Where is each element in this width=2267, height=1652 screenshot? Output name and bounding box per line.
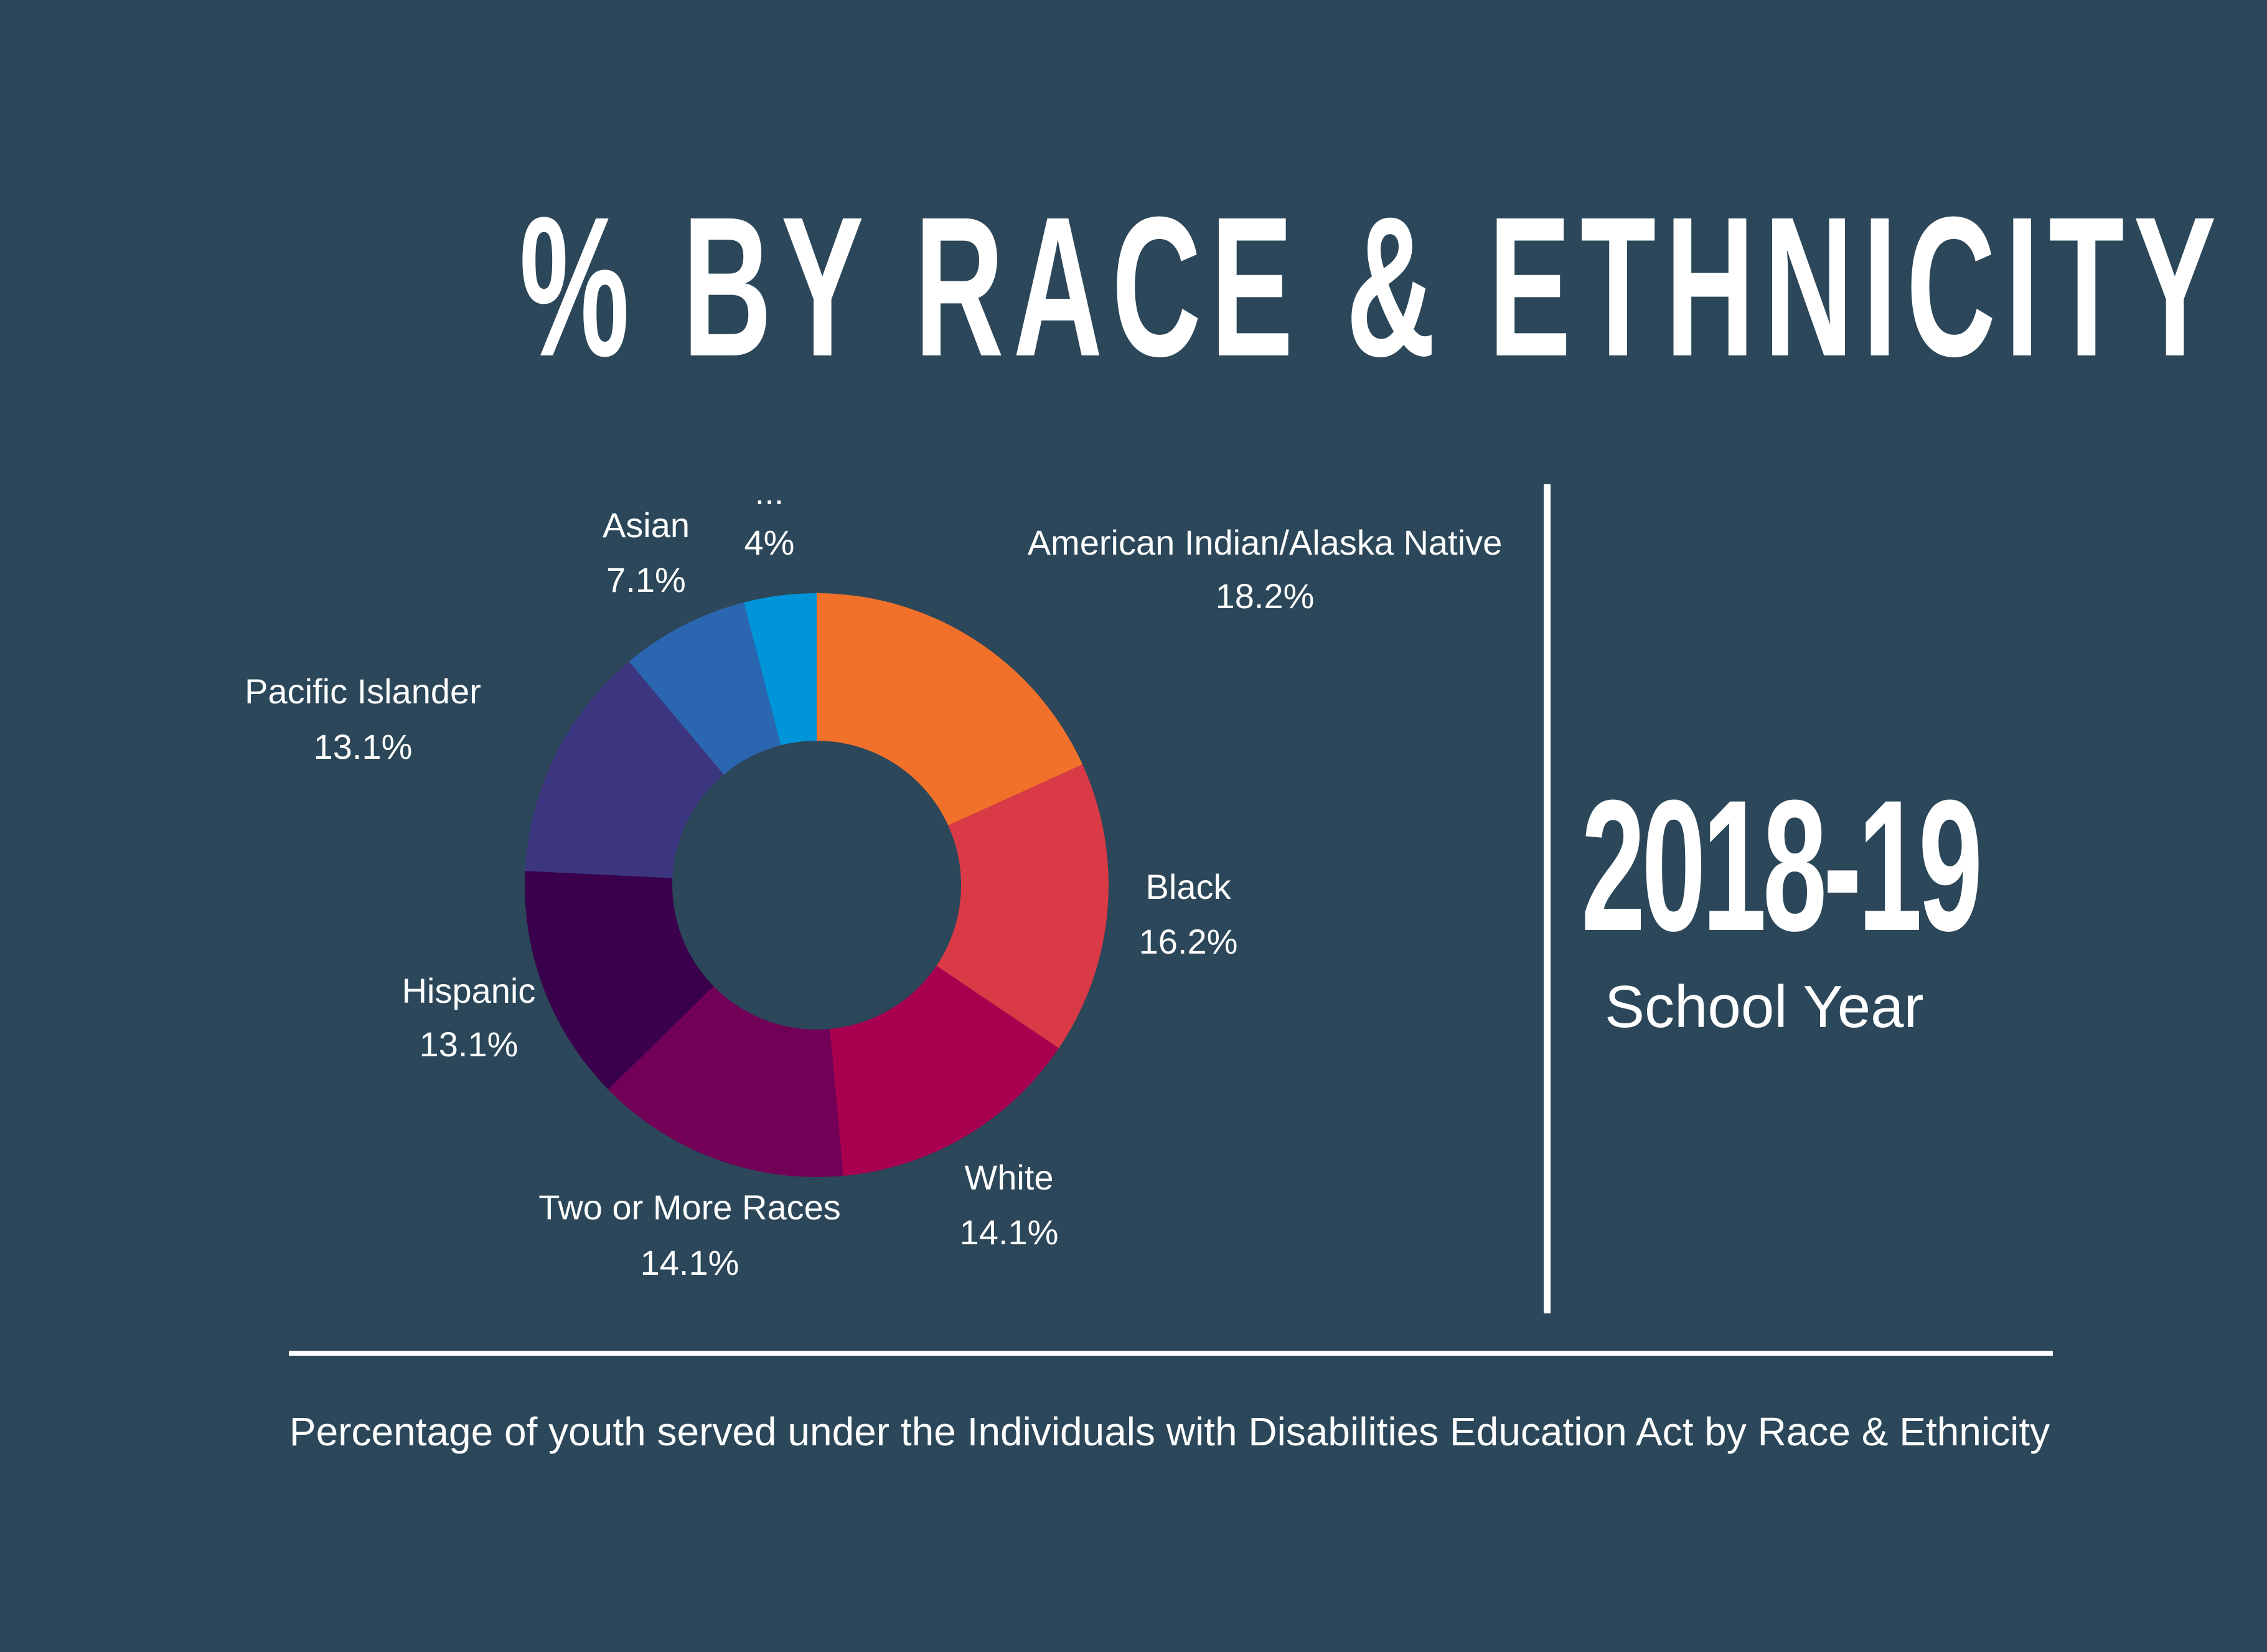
horizontal-divider bbox=[289, 1351, 2053, 1356]
slice-category-label: Two or More Races bbox=[538, 1188, 841, 1227]
slice-value-label: 16.2% bbox=[1139, 922, 1238, 961]
slice-category-label: ... bbox=[755, 472, 784, 512]
year-heading: 2018-19 bbox=[1581, 761, 1983, 970]
donut-slice bbox=[525, 871, 714, 1090]
slice-category-label: Asian bbox=[603, 505, 690, 545]
slice-labels: American Indian/Alaska Native 18.2% Black 1… bbox=[245, 472, 1502, 1282]
slice-value-label: 4% bbox=[744, 523, 795, 562]
donut-slice bbox=[629, 602, 781, 775]
slice-category-label: Hispanic bbox=[402, 971, 536, 1010]
page-title: % BY RACE & ETHNICITY bbox=[519, 175, 2226, 398]
school-year-label: School Year bbox=[1605, 974, 1924, 1040]
caption: Percentage of youth served under the Ind… bbox=[289, 1409, 2050, 1454]
donut-slice bbox=[608, 986, 843, 1177]
donut-slices bbox=[525, 593, 1109, 1177]
slice-value-label: 13.1% bbox=[420, 1025, 519, 1064]
vertical-divider bbox=[1544, 484, 1551, 1313]
slice-category-label: Pacific Islander bbox=[245, 672, 481, 711]
donut-slice bbox=[830, 965, 1059, 1176]
title-container: % BY RACE & ETHNICITY bbox=[0, 187, 2267, 392]
slice-value-label: 7.1% bbox=[606, 560, 686, 599]
donut-slice bbox=[525, 661, 724, 878]
slice-value-label: 13.1% bbox=[314, 727, 413, 766]
donut-slice bbox=[936, 764, 1109, 1049]
slice-value-label: 14.1% bbox=[641, 1243, 739, 1282]
donut-slice bbox=[744, 593, 817, 746]
slice-value-label: 18.2% bbox=[1216, 576, 1315, 616]
slice-value-label: 14.1% bbox=[960, 1213, 1059, 1252]
donut-slice bbox=[817, 593, 1083, 826]
slice-category-label: White bbox=[964, 1158, 1053, 1197]
slice-category-label: American Indian/Alaska Native bbox=[1028, 523, 1503, 562]
slice-category-label: Black bbox=[1146, 867, 1232, 906]
